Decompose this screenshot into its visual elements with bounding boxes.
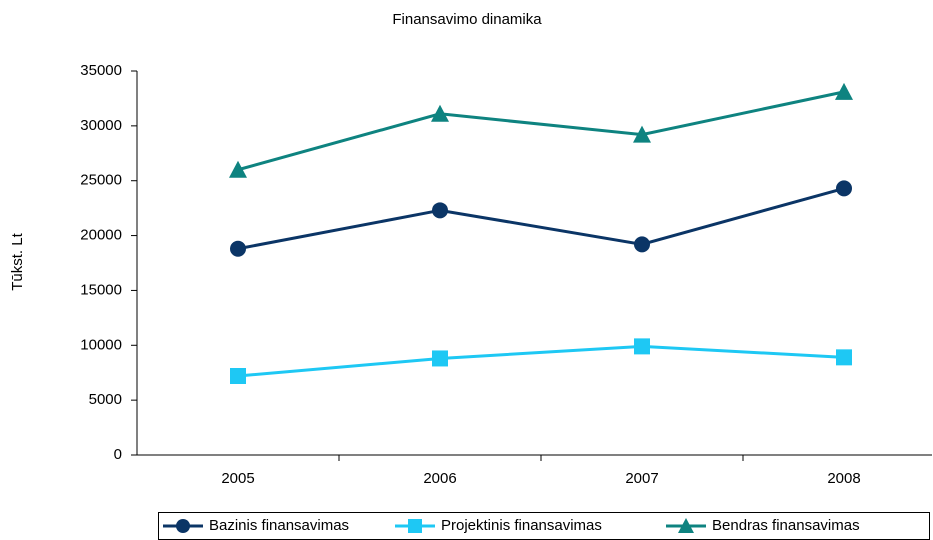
legend-label: Bendras finansavimas xyxy=(712,517,860,534)
series-line xyxy=(237,186,845,251)
y-tick-label: 30000 xyxy=(80,117,122,134)
series-line xyxy=(237,90,845,172)
data-point xyxy=(836,349,852,366)
data-point xyxy=(432,202,448,219)
data-point xyxy=(230,240,246,257)
data-point xyxy=(835,82,853,100)
chart-title: Finansavimo dinamika xyxy=(392,11,542,28)
y-tick-label: 25000 xyxy=(80,172,122,189)
data-point xyxy=(836,180,852,197)
x-tick-label: 2008 xyxy=(827,470,860,487)
y-tick-label: 15000 xyxy=(80,281,122,298)
data-point xyxy=(230,368,246,385)
y-tick-label: 0 xyxy=(114,446,122,463)
data-point xyxy=(634,338,650,355)
legend-label: Bazinis finansavimas xyxy=(209,517,349,534)
y-tick-label: 5000 xyxy=(89,391,122,408)
y-tick-label: 20000 xyxy=(80,227,122,244)
data-point xyxy=(633,125,651,143)
data-point xyxy=(431,104,449,122)
y-tick-label: 10000 xyxy=(80,336,122,353)
data-point xyxy=(229,160,247,178)
legend-marker xyxy=(678,518,694,533)
x-tick-label: 2005 xyxy=(221,470,254,487)
legend-marker xyxy=(408,519,422,533)
legend-marker xyxy=(176,519,190,533)
legend-box xyxy=(158,512,930,540)
x-tick-label: 2006 xyxy=(423,470,456,487)
y-axis-label: Tūkst. Lt xyxy=(9,232,26,290)
y-tick-label: 35000 xyxy=(80,62,122,79)
series-line xyxy=(237,344,845,378)
x-tick-label: 2007 xyxy=(625,470,658,487)
legend-label: Projektinis finansavimas xyxy=(441,517,602,534)
data-point xyxy=(432,350,448,367)
data-point xyxy=(634,236,650,253)
